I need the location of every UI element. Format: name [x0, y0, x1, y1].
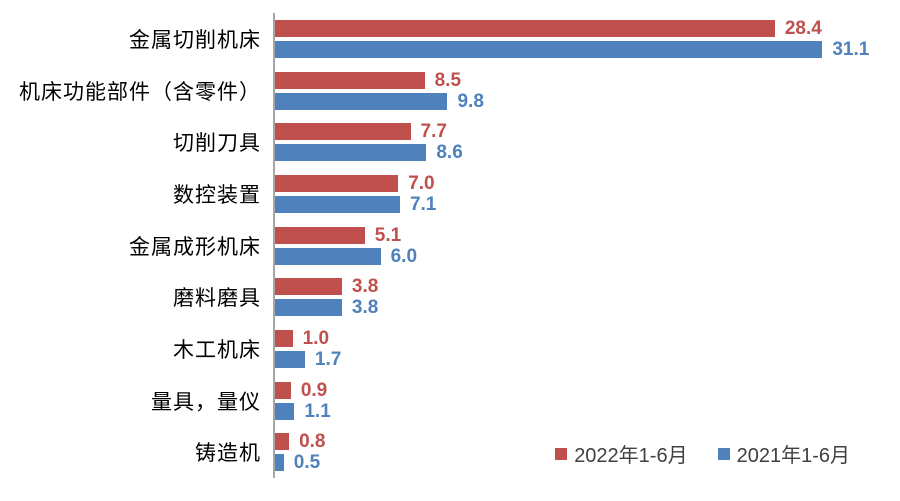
- legend-label: 2021年1-6月: [736, 445, 850, 467]
- value-label: 0.9: [300, 379, 328, 401]
- category-bars: 1.0 1.7: [273, 323, 900, 375]
- bar-series-2022[interactable]: [275, 329, 293, 347]
- legend-item[interactable]: 2021年1-6月: [717, 439, 850, 468]
- bar-line: 1.7: [275, 348, 900, 370]
- bar-series-2022[interactable]: [275, 278, 342, 296]
- chart-legend: 2022年1-6月 2021年1-6月: [555, 439, 850, 468]
- value-label: 8.6: [436, 142, 463, 164]
- bar-series-2021[interactable]: [275, 40, 823, 58]
- category-group: 机床功能部件（含零件） 8.5 9.8: [0, 64, 900, 117]
- category-group: 金属成形机床 5.1 6.0: [0, 219, 900, 272]
- bar-line: 8.6: [275, 142, 900, 164]
- bar-series-2021[interactable]: [275, 195, 400, 213]
- value-label: 6.0: [390, 245, 418, 267]
- bar-series-2022[interactable]: [275, 174, 399, 192]
- value-label: 8.5: [434, 69, 462, 91]
- value-label: 31.1: [832, 38, 870, 60]
- category-label: 木工机床: [173, 337, 261, 362]
- category-bars: 0.9 1.1: [273, 374, 900, 427]
- bar-line: 0.5: [275, 452, 900, 474]
- legend-swatch-icon: [555, 447, 568, 460]
- value-label: 7.1: [409, 193, 437, 215]
- category-label: 铸造机: [195, 441, 261, 466]
- plot-area: 金属切削机床 28.4 31.1 机床功能部件（含零件） 8.5 9.8 切削刀具 7.7 8.…: [0, 13, 900, 479]
- value-label: 0.5: [293, 452, 321, 474]
- legend-swatch-icon: [717, 447, 730, 460]
- category-bars: 8.5 9.8: [273, 64, 900, 117]
- category-label: 磨料磨具: [173, 286, 261, 311]
- bar-line: 9.8: [275, 90, 900, 112]
- bar-series-2022[interactable]: [275, 381, 291, 399]
- bar-line: 0.8: [275, 431, 900, 453]
- category-group: 铸造机 0.8 0.5: [0, 426, 900, 479]
- bar-line: 1.1: [275, 400, 900, 422]
- bar-line: 31.1: [275, 38, 900, 60]
- category-bars: 28.4 31.1: [273, 13, 900, 65]
- value-label: 7.0: [408, 172, 435, 194]
- category-group: 磨料磨具 3.8 3.8: [0, 271, 900, 324]
- bar-line: 5.1: [275, 224, 900, 246]
- bar-series-2022[interactable]: [275, 71, 425, 89]
- bar-line: 1.0: [275, 327, 900, 349]
- category-label: 金属成形机床: [129, 234, 261, 259]
- value-label: 28.4: [784, 17, 822, 39]
- bar-series-2022[interactable]: [275, 123, 411, 141]
- bar-series-2021[interactable]: [275, 144, 427, 162]
- bar-line: 3.8: [275, 276, 900, 298]
- bar-series-2021[interactable]: [275, 299, 342, 317]
- bar-line: 7.1: [275, 193, 900, 215]
- category-bars: 3.8 3.8: [273, 271, 900, 324]
- value-label: 9.8: [457, 90, 484, 112]
- bar-series-2022[interactable]: [275, 19, 775, 37]
- category-group: 切削刀具 7.7 8.6: [0, 116, 900, 169]
- bar-line: 6.0: [275, 245, 900, 267]
- bar-line: 0.9: [275, 379, 900, 401]
- value-label: 1.1: [304, 400, 331, 422]
- category-bars: 7.7 8.6: [273, 116, 900, 169]
- bar-line: 8.5: [275, 69, 900, 91]
- value-label: 5.1: [374, 224, 402, 246]
- category-group: 金属切削机床 28.4 31.1: [0, 13, 900, 65]
- bar-series-2021[interactable]: [275, 92, 448, 110]
- category-label: 数控装置: [173, 182, 261, 207]
- category-label: 量具，量仪: [151, 389, 261, 414]
- bar-line: 28.4: [275, 17, 900, 39]
- bar-line: 7.0: [275, 172, 900, 194]
- bar-series-2021[interactable]: [275, 247, 381, 265]
- bar-series-2021[interactable]: [275, 350, 305, 368]
- value-label: 7.7: [420, 121, 447, 143]
- value-label: 1.0: [302, 327, 330, 349]
- category-bars: 5.1 6.0: [273, 219, 900, 272]
- category-group: 量具，量仪 0.9 1.1: [0, 374, 900, 427]
- bar-line: 3.8: [275, 297, 900, 319]
- bar-line: 7.7: [275, 121, 900, 143]
- value-label: 3.8: [351, 276, 379, 298]
- category-bars: 0.8 0.5: [273, 426, 900, 479]
- value-label: 0.8: [299, 431, 326, 453]
- category-group: 数控装置 7.0 7.1: [0, 168, 900, 220]
- bar-series-2022[interactable]: [275, 433, 290, 451]
- value-label: 3.8: [351, 297, 379, 319]
- category-bars: 7.0 7.1: [273, 168, 900, 220]
- category-label: 金属切削机床: [129, 27, 261, 52]
- category-label: 切削刀具: [173, 131, 261, 156]
- legend-item[interactable]: 2022年1-6月: [555, 439, 688, 468]
- bar-series-2021[interactable]: [275, 454, 284, 472]
- category-label: 机床功能部件（含零件）: [19, 79, 261, 104]
- bar-series-2021[interactable]: [275, 402, 295, 420]
- category-group: 木工机床 1.0 1.7: [0, 323, 900, 375]
- value-label: 1.7: [314, 348, 342, 370]
- bar-series-2022[interactable]: [275, 226, 365, 244]
- legend-label: 2022年1-6月: [574, 445, 688, 467]
